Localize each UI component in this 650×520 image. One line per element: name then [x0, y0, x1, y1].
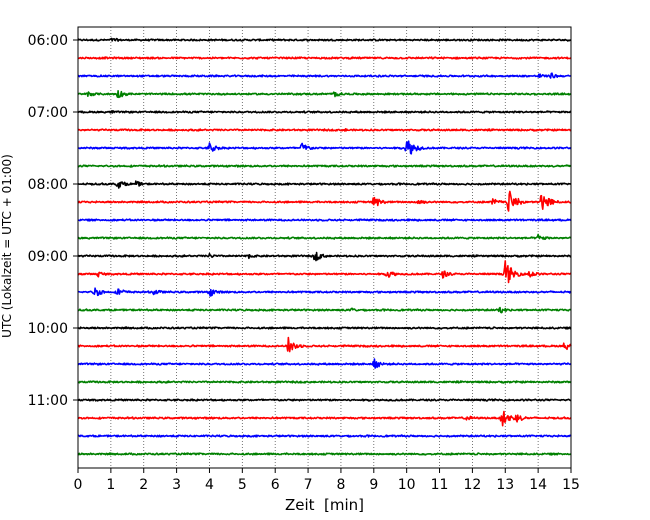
x-tick-label: 15	[562, 477, 580, 493]
seismic-trace-0915	[77, 260, 572, 284]
seismic-traces	[77, 37, 572, 456]
seismic-trace-0700	[77, 110, 572, 114]
seismic-trace-1045	[77, 380, 572, 384]
x-tick-label: 12	[463, 477, 481, 493]
seismic-trace-0600	[77, 37, 572, 42]
seismic-trace-1100	[77, 398, 572, 402]
x-tick-label: 1	[106, 477, 115, 493]
seismic-trace-0900	[77, 251, 572, 262]
y-tick-label: 08:00	[28, 177, 68, 193]
seismic-trace-1145	[77, 452, 572, 456]
seismic-trace-1000	[77, 326, 572, 330]
seismic-trace-1115	[77, 410, 572, 427]
seismic-trace-1130	[77, 434, 572, 438]
seismic-trace-0630	[77, 72, 572, 79]
x-tick-label: 7	[304, 477, 313, 493]
x-tick-label: 13	[496, 477, 514, 493]
y-tick-label: 06:00	[28, 33, 68, 49]
x-tick-label: 0	[74, 477, 83, 493]
x-tick-label: 5	[238, 477, 247, 493]
seismic-trace-0645	[77, 89, 572, 99]
seismic-trace-0715	[77, 128, 572, 132]
y-tick-label: 09:00	[28, 249, 68, 265]
x-tick-label: 11	[431, 477, 449, 493]
seismic-trace-1015	[77, 336, 572, 353]
x-tick-label: 2	[139, 477, 148, 493]
x-tick-label: 8	[336, 477, 345, 493]
seismic-trace-0945	[77, 306, 572, 314]
y-tick-label: 11:00	[28, 393, 68, 409]
seismic-trace-0745	[77, 164, 572, 168]
seismic-trace-0615	[77, 56, 572, 60]
seismic-trace-0730	[77, 140, 572, 155]
x-tick-label: 10	[398, 477, 416, 493]
seismic-trace-0845	[77, 233, 572, 241]
x-tick-label: 4	[205, 477, 214, 493]
seismic-trace-1030	[77, 358, 572, 369]
x-tick-label: 6	[271, 477, 280, 493]
y-tick-label: 10:00	[28, 321, 68, 337]
y-tick-label: 07:00	[28, 105, 68, 121]
x-tick-label: 14	[529, 477, 547, 493]
x-tick-label: 9	[369, 477, 378, 493]
x-axis-label: Zeit [min]	[285, 496, 364, 514]
seismic-trace-0815	[77, 190, 572, 212]
x-axis: 0 1 2 3 4 5 6 7 8 9 10 11 12 13 14 15	[74, 468, 580, 493]
y-axis: 06:00 07:00 08:00 09:00 10:00 11:00	[28, 33, 78, 409]
seismic-trace-0800	[77, 180, 572, 189]
y-axis-label: UTC (Lokalzeit = UTC + 01:00)	[0, 154, 14, 338]
seismic-trace-0930	[77, 287, 572, 297]
seismic-trace-0830	[77, 218, 572, 222]
x-tick-label: 3	[172, 477, 181, 493]
plot-frame	[77, 26, 572, 469]
